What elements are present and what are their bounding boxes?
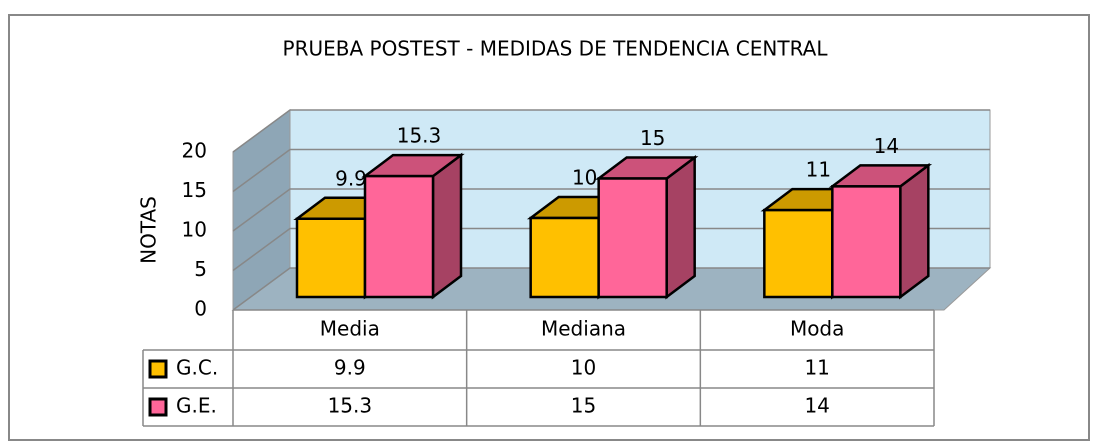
bar [828, 162, 933, 300]
legend-label: G.C. [176, 356, 218, 380]
grid-line [232, 148, 990, 193]
table-value: 15 [571, 394, 596, 418]
legend-key [148, 359, 168, 379]
bar-face [831, 185, 902, 299]
table-value: 11 [804, 356, 829, 380]
data-label: 15 [640, 126, 665, 150]
bar-face [431, 152, 463, 300]
bar-face [763, 208, 834, 299]
data-label: 11 [806, 158, 831, 182]
y-tick-label: 10 [182, 218, 207, 242]
x-tick-label: Mediana [541, 317, 626, 341]
x-tick-label: Moda [790, 317, 844, 341]
bar-face [529, 216, 600, 299]
bar-face [363, 174, 435, 299]
grid-line [232, 188, 990, 232]
data-label: 15.3 [397, 124, 442, 148]
bar-face [899, 162, 930, 300]
data-label: 10 [572, 166, 597, 190]
bar-face [665, 155, 696, 300]
bar [361, 152, 465, 300]
table-value: 15.3 [328, 394, 373, 418]
bar [594, 155, 699, 300]
chart-title: PRUEBA POSTEST - MEDIDAS DE TENDENCIA CE… [283, 37, 829, 61]
bar-face [597, 177, 668, 299]
y-tick-label: 20 [182, 139, 207, 163]
grid-line [232, 267, 990, 311]
y-axis-label: NOTAS [137, 196, 161, 264]
data-label: 9.9 [335, 166, 367, 190]
grid-line [232, 109, 990, 153]
x-tick-label: Media [320, 317, 380, 341]
legend-label: G.E. [176, 394, 217, 418]
table-value: 10 [571, 356, 596, 380]
data-label: 14 [874, 134, 899, 158]
y-tick-label: 15 [182, 178, 207, 202]
table-value: 14 [804, 394, 829, 418]
y-tick-label: 0 [194, 297, 207, 321]
legend-key [148, 397, 168, 417]
y-tick-label: 5 [194, 257, 207, 281]
table-value: 9.9 [334, 356, 366, 380]
bar-face [295, 217, 367, 299]
grid-line [232, 227, 990, 272]
